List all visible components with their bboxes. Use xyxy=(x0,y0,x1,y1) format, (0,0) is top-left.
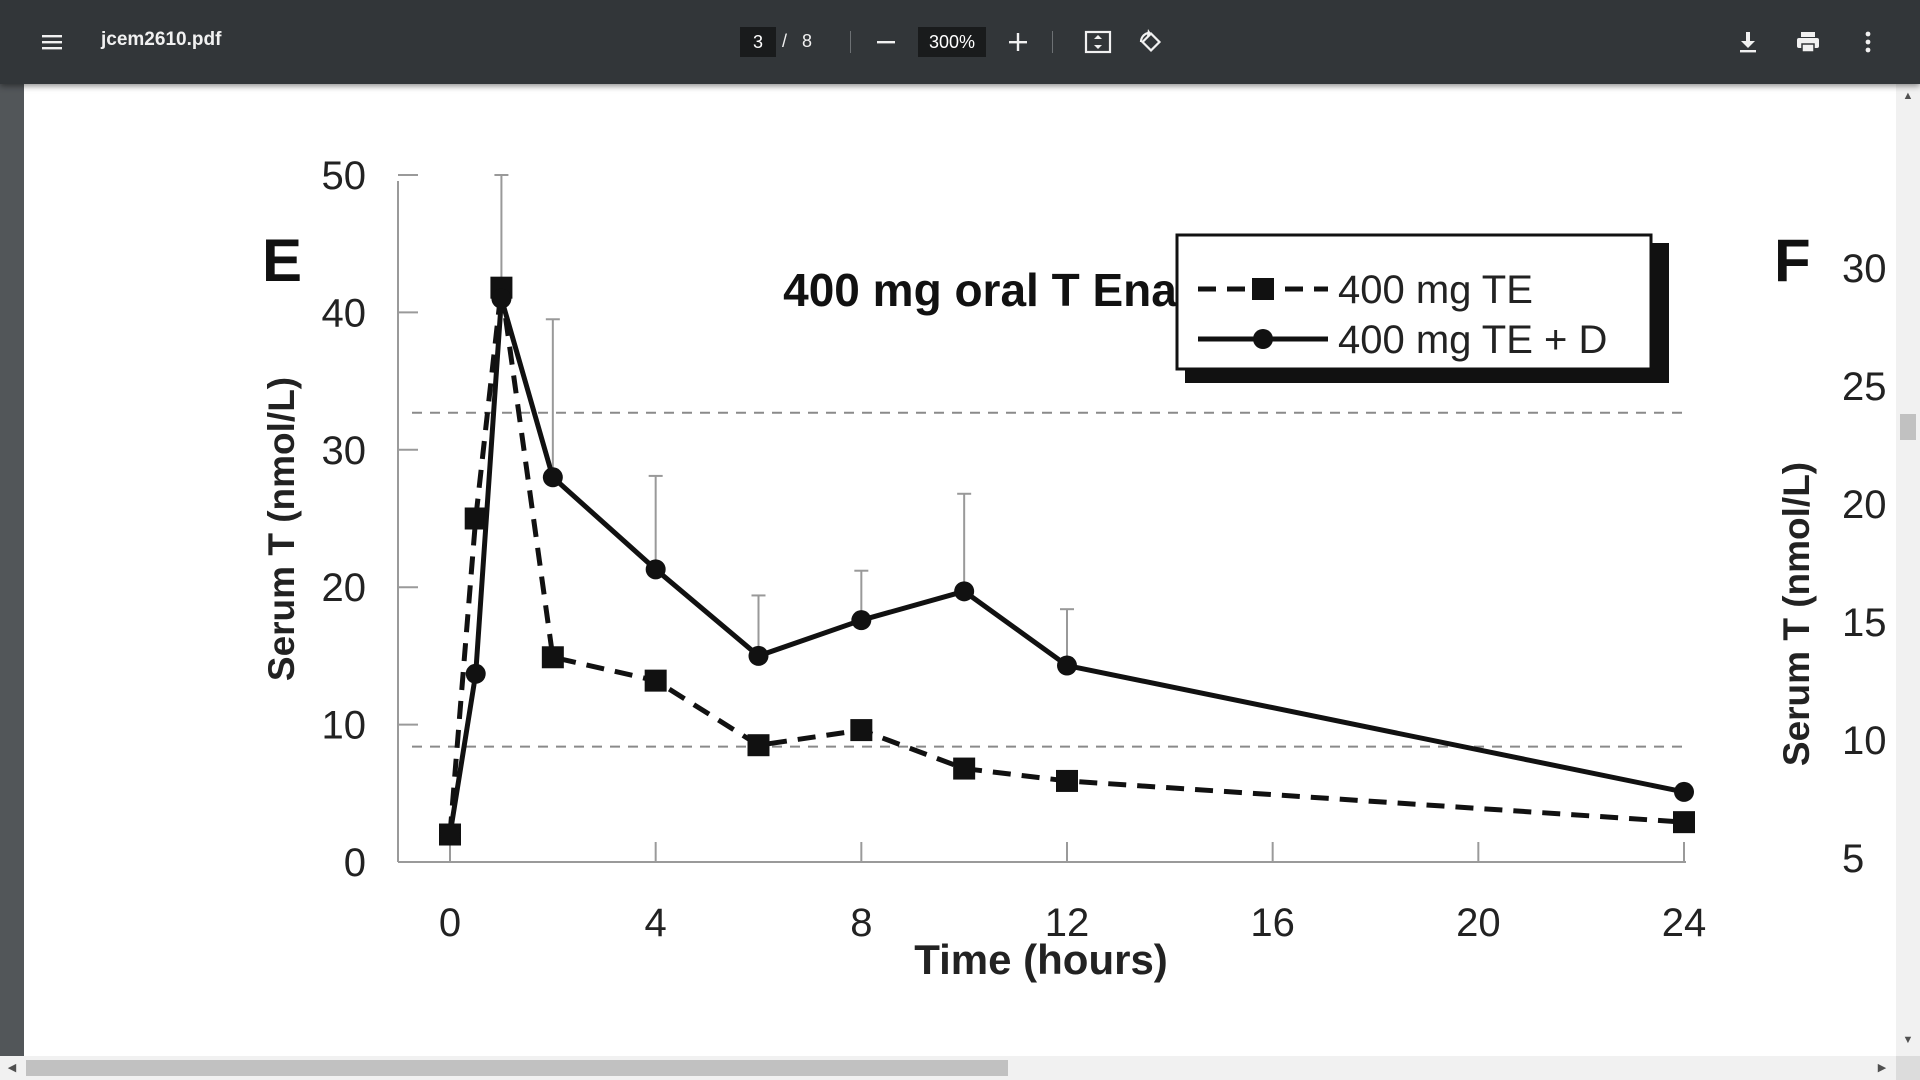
print-icon[interactable] xyxy=(1788,22,1828,62)
x-tick-label: 24 xyxy=(1662,901,1707,945)
data-point-te-d xyxy=(465,663,486,684)
scroll-down-icon[interactable]: ▼ xyxy=(1902,1034,1914,1046)
x-tick-label: 12 xyxy=(1045,901,1090,945)
vertical-scrollbar-thumb[interactable] xyxy=(1900,414,1916,440)
y-tick-label: 10 xyxy=(322,704,367,748)
rotate-icon[interactable] xyxy=(1130,22,1170,62)
data-point-te xyxy=(644,669,667,692)
x-tick-label: 0 xyxy=(439,901,461,945)
data-point-te-d xyxy=(851,610,872,631)
data-point-te xyxy=(464,507,487,530)
zoom-out-icon[interactable] xyxy=(866,22,906,62)
data-point-te xyxy=(541,646,564,669)
data-point-te-d xyxy=(542,467,563,488)
page-separator: / xyxy=(782,31,788,51)
legend-marker-te xyxy=(1252,278,1274,300)
data-point-te-d xyxy=(954,581,975,602)
series-line-te-d xyxy=(447,296,1685,835)
scroll-up-icon[interactable]: ▲ xyxy=(1902,90,1914,102)
x-tick-label: 4 xyxy=(645,901,667,945)
y-axis-label: Serum T (nmol/L) xyxy=(261,377,302,681)
download-icon[interactable] xyxy=(1728,22,1768,62)
vertical-scrollbar[interactable] xyxy=(1896,84,1920,1056)
scrollbar-corner xyxy=(1896,1056,1920,1080)
menu-icon[interactable] xyxy=(32,22,72,62)
y-tick-label: 40 xyxy=(322,291,367,335)
zoom-in-icon[interactable] xyxy=(998,22,1038,62)
viewer-background xyxy=(0,84,24,1056)
data-point-te-d xyxy=(748,645,769,666)
total-pages: 8 xyxy=(802,31,813,51)
x-tick-label: 20 xyxy=(1456,901,1501,945)
y-tick-label: 0 xyxy=(344,841,366,885)
data-point-te xyxy=(1673,811,1695,834)
data-point-te xyxy=(747,734,770,757)
more-vert-icon[interactable] xyxy=(1848,22,1888,62)
scroll-right-icon[interactable]: ▶ xyxy=(1877,1062,1887,1074)
data-point-te-d xyxy=(645,559,666,580)
toolbar-divider xyxy=(1052,31,1053,53)
y-tick-label: 20 xyxy=(322,566,367,610)
data-point-te xyxy=(1056,769,1078,792)
chart-f-partial: Serum T (nmol/L) 30 25 20 15 10 5 xyxy=(1776,247,1887,881)
panel-f-y-tick-label: 10 xyxy=(1842,719,1887,763)
y-tick-label: 50 xyxy=(322,154,367,198)
series-line-te xyxy=(447,285,1685,835)
data-point-te xyxy=(850,719,873,742)
file-title: jcem2610.pdf xyxy=(101,29,222,50)
panel-f-y-tick-label: 20 xyxy=(1842,483,1887,527)
legend-box xyxy=(1175,233,1653,371)
data-point-te xyxy=(953,757,976,780)
panel-e-letter: E xyxy=(262,227,302,294)
panel-f-y-tick-label: 5 xyxy=(1842,837,1864,881)
toolbar-divider xyxy=(850,31,851,53)
x-tick-label: 8 xyxy=(850,901,872,945)
panel-f-y-tick-label: 25 xyxy=(1842,365,1887,409)
pdf-page: E F 400 mg oral T Enanthate 0 10 20 30 40 50 0 4… xyxy=(24,84,1896,1056)
x-axis-label: Time (hours) xyxy=(914,936,1168,983)
panel-f-y-tick-label: 30 xyxy=(1842,247,1887,291)
scroll-left-icon[interactable]: ◀ xyxy=(7,1062,17,1074)
data-point-te-d xyxy=(1057,655,1077,676)
legend-marker-te-d xyxy=(1253,329,1273,349)
zoom-level-input[interactable] xyxy=(918,27,986,57)
pdf-toolbar: jcem2610.pdf / 8 xyxy=(0,0,1920,84)
data-point-te-d xyxy=(491,288,512,309)
panel-f-y-tick-label: 15 xyxy=(1842,601,1887,645)
panel-f-ylabel: Serum T (nmol/L) xyxy=(1776,462,1817,766)
fit-to-page-icon[interactable] xyxy=(1078,22,1118,62)
legend-label-te-d: 400 mg TE + D xyxy=(1338,318,1607,362)
horizontal-scrollbar-thumb[interactable] xyxy=(26,1060,1008,1076)
legend-label-te: 400 mg TE xyxy=(1338,268,1533,312)
x-tick-label: 16 xyxy=(1250,901,1295,945)
data-point-te-d xyxy=(1674,781,1694,802)
y-tick-label: 30 xyxy=(322,429,367,473)
data-point-te-d xyxy=(440,824,460,845)
panel-f-letter: F xyxy=(1774,227,1811,294)
page-number-input[interactable] xyxy=(740,27,776,57)
